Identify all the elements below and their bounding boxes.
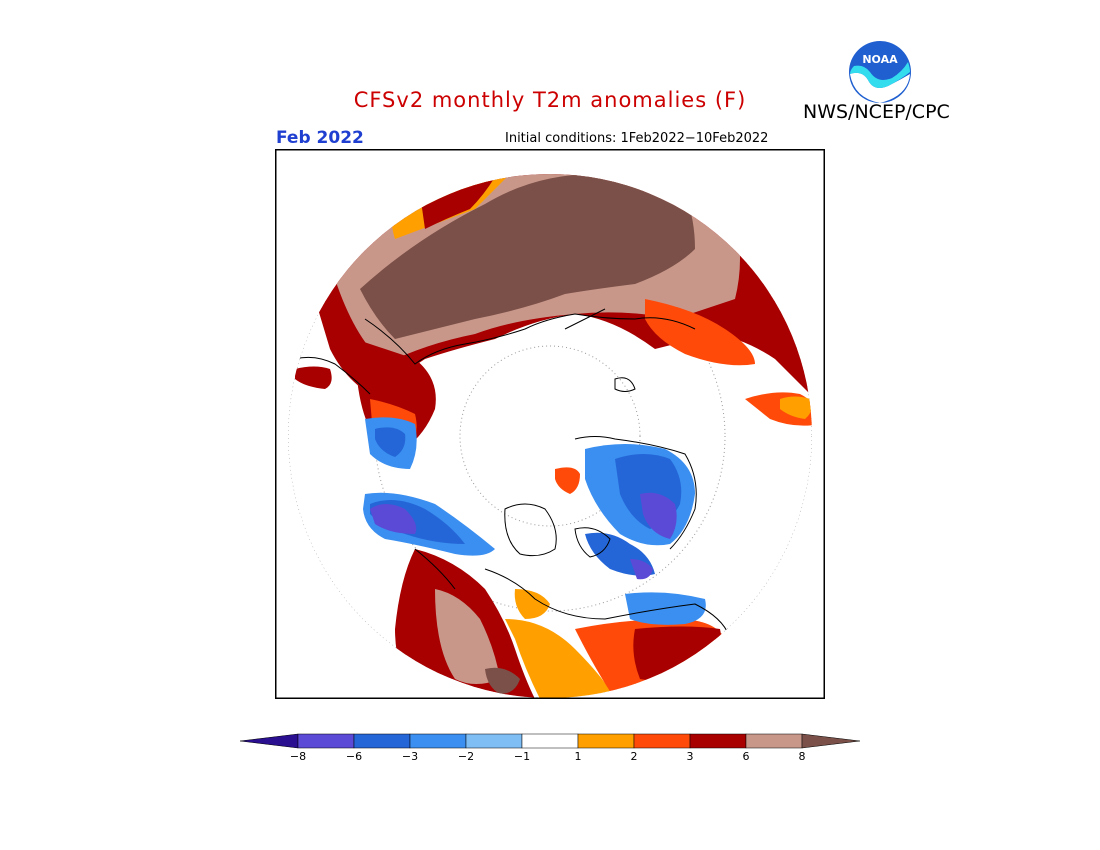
anomaly-region-europe: [295, 339, 436, 469]
colorbar-swatch: [521, 733, 579, 749]
logo-text: NOAA: [862, 53, 898, 66]
colorbar-swatch: [577, 733, 635, 749]
colorbar-swatch: [409, 733, 467, 749]
colorbar-ticks: −8 −6 −3 −2 −1 1 2 3 6 8: [290, 750, 806, 763]
initial-conditions-label: Initial conditions: 1Feb2022−10Feb2022: [505, 131, 769, 146]
colorbar-tick-label: 2: [631, 750, 638, 763]
colorbar-swatch-low-end: [239, 733, 299, 749]
noaa-logo: NOAA: [849, 41, 911, 103]
colorbar: −8 −6 −3 −2 −1 1 2 3 6 8: [239, 733, 861, 763]
colorbar-swatch: [745, 733, 803, 749]
colorbar-swatches: [239, 733, 861, 749]
anomaly-region-northwest-cold: [363, 492, 495, 556]
colorbar-tick-label: 8: [799, 750, 806, 763]
colorbar-tick-label: 1: [575, 750, 582, 763]
colorbar-swatch: [689, 733, 747, 749]
colorbar-swatch: [465, 733, 523, 749]
colorbar-tick-label: 6: [743, 750, 750, 763]
coastlines: [294, 308, 731, 640]
colorbar-tick-label: −2: [458, 750, 474, 763]
colorbar-swatch-high-end: [801, 733, 861, 749]
colorbar-swatch: [633, 733, 691, 749]
colorbar-tick-label: −1: [514, 750, 530, 763]
colorbar-tick-label: −3: [402, 750, 418, 763]
colorbar-tick-label: −8: [290, 750, 306, 763]
colorbar-tick-label: −6: [346, 750, 362, 763]
month-label: Feb 2022: [276, 128, 364, 148]
agency-label: NWS/NCEP/CPC: [803, 101, 950, 123]
polar-anomaly-map: [275, 149, 825, 699]
colorbar-swatch: [353, 733, 411, 749]
chart-title: CFSv2 monthly T2m anomalies (F): [353, 88, 747, 112]
colorbar-swatch: [297, 733, 355, 749]
colorbar-tick-label: 3: [687, 750, 694, 763]
anomaly-region-canada-cold: [555, 444, 695, 580]
